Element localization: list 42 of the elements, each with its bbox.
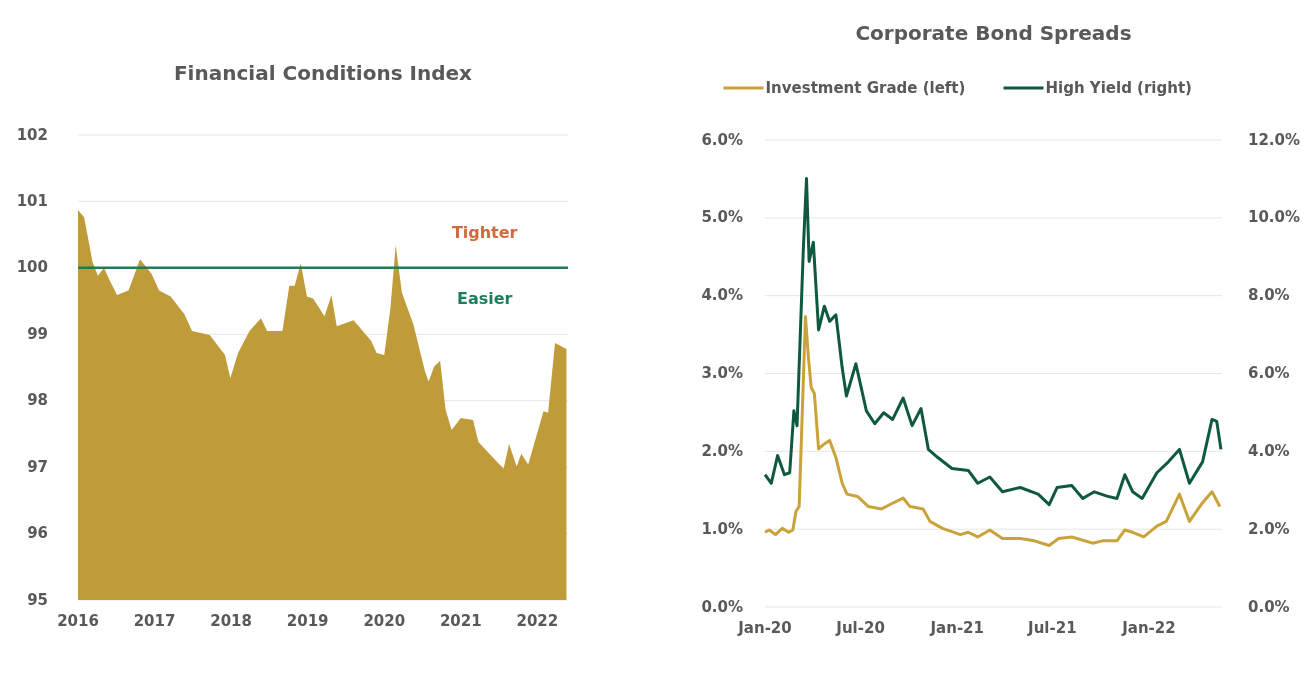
y-tick-label: 101: [16, 191, 48, 210]
y-tick-label: 3.0%: [701, 364, 743, 382]
annotation: Tighter: [451, 223, 518, 243]
y-tick-label: 99: [27, 324, 48, 343]
x-tick-label: 2017: [133, 612, 176, 630]
y-tick-label: 97: [27, 457, 48, 476]
y-tick-label: 96: [27, 524, 48, 543]
x-tick-label: 2020: [363, 612, 406, 630]
y-tick-label: 100: [16, 258, 48, 277]
y-tick-label: 0.0%: [701, 597, 743, 616]
y2-tick-label: 2.0%: [1248, 519, 1290, 538]
y-tick-label: 102: [16, 125, 48, 144]
y2-tick-label: 10.0%: [1248, 208, 1301, 227]
x-tick-label: Jan-20: [737, 619, 792, 637]
y-tick-label: 1.0%: [701, 519, 743, 538]
y-tick-label: 6.0%: [701, 130, 743, 149]
line-series: [763, 315, 1222, 548]
y2-tick-label: 12.0%: [1248, 130, 1301, 149]
y-tick-label: 5.0%: [701, 208, 743, 227]
annotation: Easier: [456, 289, 513, 309]
x-tick-label: 2019: [286, 612, 329, 630]
x-tick-label: Jan-21: [929, 619, 984, 637]
x-tick-label: 2021: [439, 612, 482, 630]
x-tick-label: Jul-20: [835, 619, 885, 637]
chart-title: Financial Conditions Index: [173, 61, 473, 85]
legend-label: Investment Grade (left): [765, 78, 966, 97]
chart-title: Corporate Bond Spreads: [855, 21, 1132, 45]
x-tick-label: Jul-21: [1027, 619, 1077, 637]
y2-tick-label: 4.0%: [1248, 441, 1290, 460]
y2-tick-label: 8.0%: [1248, 286, 1290, 305]
x-tick-label: 2016: [57, 612, 99, 630]
legend-label: High Yield (right): [1045, 78, 1192, 97]
y-tick-label: 2.0%: [701, 441, 743, 460]
x-tick-label: 2022: [516, 612, 559, 630]
x-tick-label: 2018: [210, 612, 252, 630]
y2-tick-label: 0.0%: [1248, 597, 1290, 616]
y-tick-label: 95: [27, 590, 48, 609]
y-tick-label: 98: [27, 391, 48, 410]
y2-tick-label: 6.0%: [1248, 364, 1290, 382]
y-tick-label: 4.0%: [701, 286, 743, 305]
x-tick-label: Jan-22: [1121, 619, 1176, 637]
line-series: [763, 177, 1223, 507]
